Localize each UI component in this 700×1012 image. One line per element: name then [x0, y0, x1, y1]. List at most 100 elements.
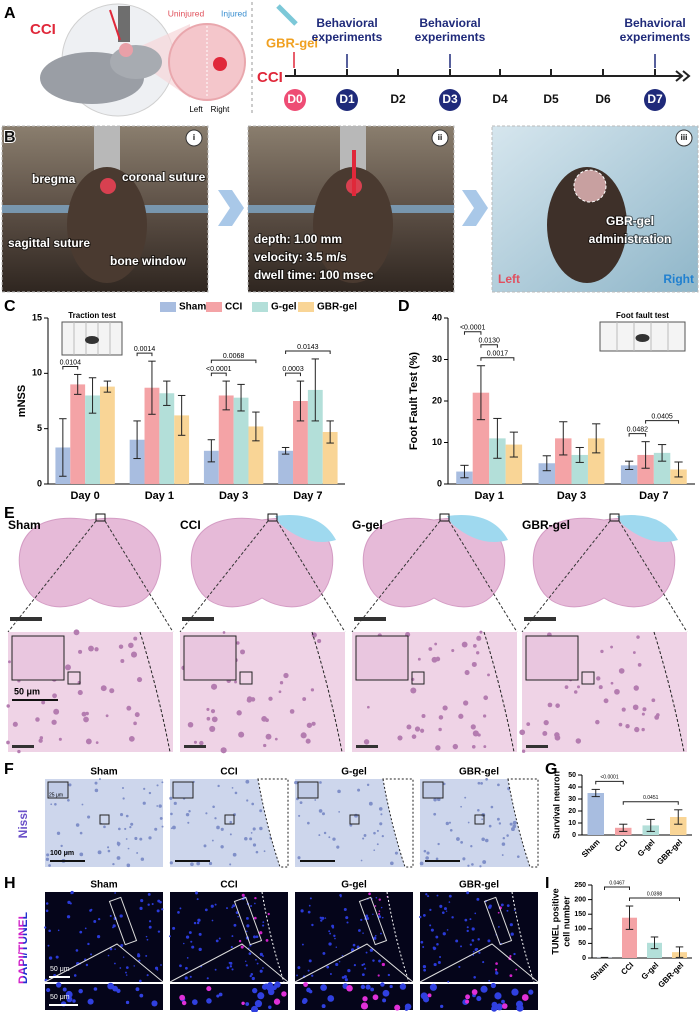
cell	[542, 730, 548, 736]
cell	[87, 815, 91, 819]
cell	[185, 935, 190, 939]
cell	[151, 1000, 158, 1007]
mouse-head	[547, 167, 627, 283]
cell	[196, 921, 200, 925]
cell	[66, 996, 73, 1003]
cell	[70, 892, 72, 895]
cell	[161, 781, 164, 784]
cell	[300, 909, 304, 913]
cell	[419, 915, 422, 919]
injury-site	[119, 43, 133, 57]
cell	[289, 709, 295, 714]
cell	[496, 817, 500, 821]
cell	[466, 929, 469, 933]
cell	[314, 799, 317, 801]
y-axis-label: Survival neuron	[551, 771, 561, 839]
cell	[268, 1005, 272, 1009]
cell	[422, 946, 425, 948]
tissue-edge	[382, 778, 414, 868]
cell	[148, 791, 152, 795]
bar	[587, 438, 605, 484]
cell	[364, 967, 367, 970]
cell	[139, 979, 142, 983]
cell	[462, 857, 466, 861]
cell	[378, 913, 381, 916]
significance-bracket	[285, 350, 331, 354]
roi-box	[267, 513, 278, 522]
tunel-zoom	[295, 984, 413, 1010]
cell	[433, 962, 437, 967]
cell	[79, 831, 83, 835]
inset-mouse	[635, 334, 650, 342]
cell	[376, 829, 379, 832]
cell	[47, 944, 50, 947]
cell	[372, 994, 379, 1001]
cell	[156, 909, 160, 913]
cell	[211, 919, 214, 922]
cell	[461, 641, 468, 648]
cell	[170, 827, 173, 830]
cell	[509, 974, 513, 978]
cell	[215, 939, 219, 943]
y-tick-label: 50	[578, 940, 586, 947]
cell	[107, 954, 110, 957]
cell	[52, 693, 57, 699]
cell	[151, 903, 154, 906]
cell	[231, 787, 234, 789]
cell	[56, 831, 61, 835]
bar	[70, 384, 86, 484]
inset-box	[11, 635, 65, 681]
tissue-edge	[511, 891, 535, 983]
zoom-line	[276, 520, 346, 633]
cell	[471, 939, 475, 942]
cell	[439, 904, 443, 908]
cell	[251, 976, 255, 981]
y-tick-label: 10	[32, 368, 42, 378]
cell	[329, 973, 332, 975]
cell	[214, 968, 217, 971]
legend-swatch	[298, 302, 314, 312]
chevron	[462, 190, 488, 226]
zoom-line	[179, 520, 269, 633]
cell	[618, 668, 625, 674]
panel-label: I	[545, 875, 549, 892]
cell	[222, 631, 226, 634]
cell	[249, 837, 253, 841]
cell	[471, 661, 477, 667]
y-tick-label: 40	[432, 312, 442, 322]
zoom-line	[169, 943, 289, 983]
cell	[159, 900, 162, 904]
cell	[374, 905, 377, 907]
cell	[147, 903, 150, 906]
cell	[250, 697, 256, 702]
cell	[490, 805, 494, 809]
cell	[156, 805, 159, 807]
craniotomy	[100, 178, 116, 194]
inset-box	[422, 781, 444, 799]
cell	[378, 807, 383, 811]
cell	[103, 825, 106, 829]
y-tick-label: 50	[568, 772, 576, 779]
day-badge	[439, 89, 461, 111]
cell	[317, 638, 322, 644]
cell	[575, 738, 582, 744]
cell	[66, 915, 71, 919]
coronal-label: coronal suture	[122, 170, 206, 184]
scale-bar	[10, 617, 42, 621]
cell	[357, 788, 361, 792]
cell	[469, 918, 472, 921]
cell	[425, 856, 429, 860]
bar	[505, 444, 523, 484]
cell	[497, 925, 500, 928]
tissue-edge	[139, 631, 171, 753]
arrow	[109, 9, 121, 41]
group-label: CCI	[220, 880, 237, 891]
cell	[210, 683, 218, 690]
cell	[328, 942, 332, 946]
day-badge	[644, 89, 666, 111]
cell	[481, 837, 485, 842]
cell	[122, 956, 125, 958]
cell	[637, 663, 642, 667]
panel-label: H	[4, 875, 16, 892]
day-label: D4	[492, 92, 508, 106]
